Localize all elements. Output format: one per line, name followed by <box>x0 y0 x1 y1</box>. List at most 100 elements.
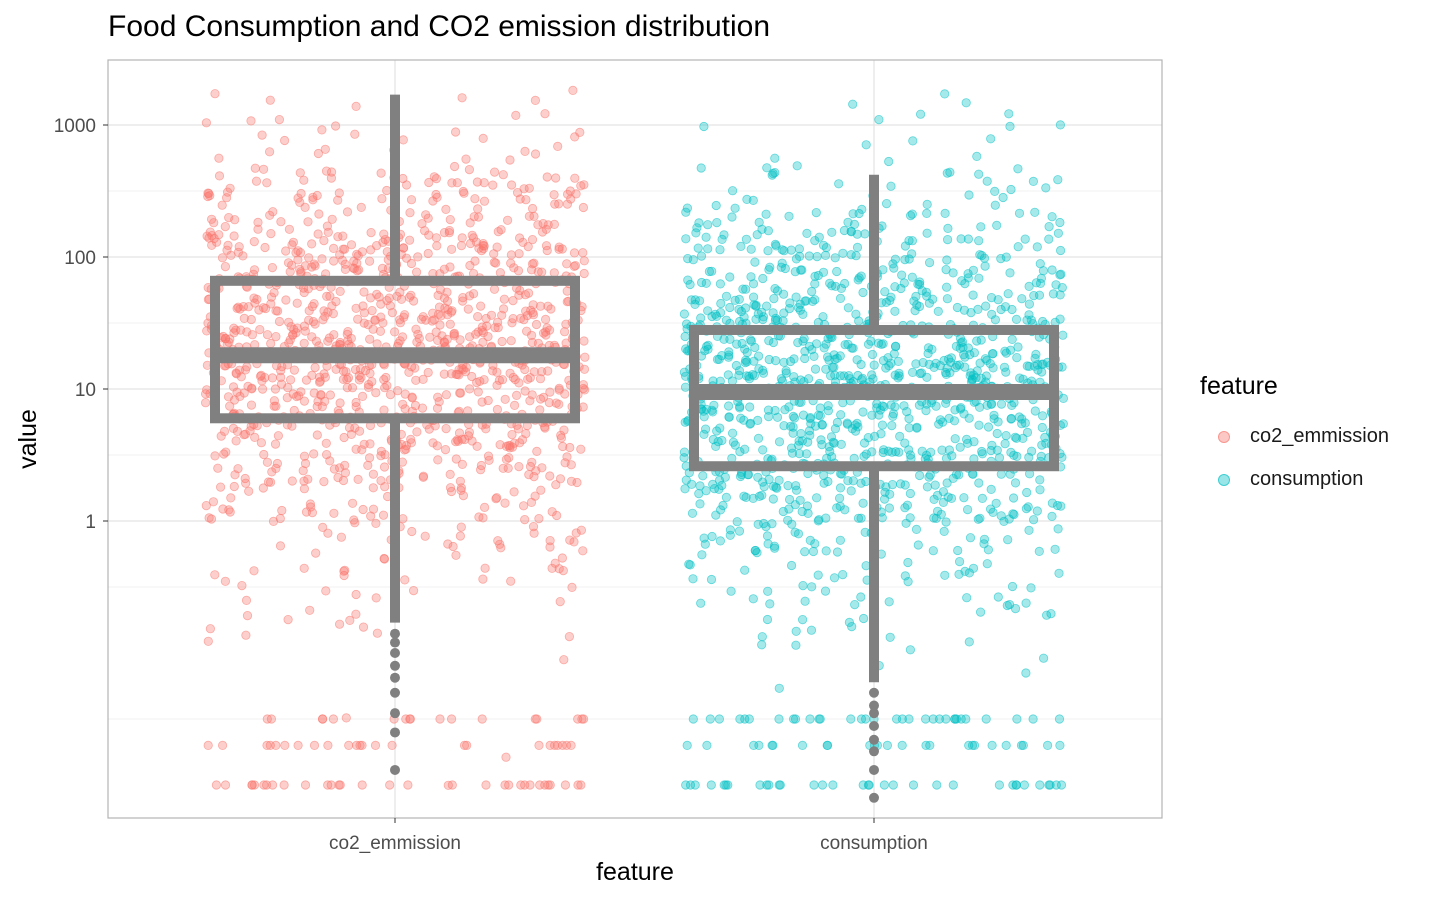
jitter-point <box>774 780 784 790</box>
jitter-point <box>798 580 808 591</box>
jitter-point <box>810 421 821 431</box>
jitter-point <box>883 446 894 456</box>
outlier-point <box>869 700 879 711</box>
jitter-point <box>283 317 294 327</box>
jitter-point <box>941 714 951 724</box>
jitter-point <box>879 780 890 790</box>
jitter-point <box>762 531 773 541</box>
jitter-point <box>266 229 276 239</box>
jitter-point <box>735 401 745 412</box>
jitter-point <box>931 401 941 411</box>
jitter-point <box>509 263 519 273</box>
jitter-point <box>515 313 526 323</box>
jitter-point <box>556 430 566 440</box>
jitter-point <box>576 525 587 535</box>
jitter-point <box>280 740 290 751</box>
jitter-point <box>1001 430 1011 441</box>
outlier-point <box>390 660 400 671</box>
jitter-point <box>854 273 864 283</box>
jitter-point <box>344 740 354 751</box>
jitter-point <box>1013 342 1023 352</box>
jitter-point <box>509 487 519 497</box>
jitter-point <box>279 780 289 790</box>
jitter-point <box>994 780 1005 790</box>
jitter-point <box>299 338 309 348</box>
jitter-point <box>1002 600 1012 611</box>
jitter-point <box>925 740 935 751</box>
jitter-point <box>990 200 1000 210</box>
jitter-point <box>379 229 389 239</box>
jitter-point <box>323 780 333 790</box>
jitter-point <box>508 313 518 324</box>
jitter-point <box>328 243 339 253</box>
jitter-point <box>322 221 332 231</box>
jitter-point <box>478 327 488 338</box>
jitter-point <box>814 515 824 525</box>
jitter-point <box>808 546 819 557</box>
jitter-point <box>753 472 763 482</box>
jitter-point <box>928 546 938 556</box>
jitter-point <box>1051 780 1061 790</box>
jitter-point <box>319 476 329 487</box>
jitter-point <box>577 714 587 724</box>
jitter-point <box>979 253 990 263</box>
jitter-point <box>464 384 475 394</box>
jitter-point <box>551 480 561 490</box>
legend-label-co2: co2_emmission <box>1250 425 1389 447</box>
jitter-point <box>527 337 537 348</box>
jitter-point <box>881 199 892 209</box>
jitter-point <box>363 460 373 470</box>
jitter-point <box>786 245 796 255</box>
jitter-point <box>535 374 546 384</box>
jitter-point <box>452 178 462 188</box>
jitter-point <box>974 478 984 488</box>
jitter-point <box>701 232 711 242</box>
jitter-point <box>891 447 901 457</box>
chart-title: Food Consumption and CO2 emission distri… <box>108 10 771 43</box>
jitter-point <box>703 340 713 350</box>
jitter-point <box>700 539 710 549</box>
jitter-point <box>214 171 225 181</box>
jitter-point <box>282 393 292 403</box>
jitter-point <box>955 442 965 452</box>
jitter-point <box>928 714 938 724</box>
jitter-point <box>564 631 575 642</box>
jitter-point <box>1055 314 1065 324</box>
outlier-point <box>869 720 879 731</box>
jitter-point <box>967 740 978 751</box>
jitter-point <box>981 301 991 311</box>
jitter-point <box>1001 740 1011 751</box>
jitter-point <box>535 780 545 790</box>
jitter-point <box>492 317 503 327</box>
jitter-point <box>534 740 544 751</box>
jitter-point <box>838 569 848 580</box>
jitter-point <box>908 780 919 790</box>
jitter-point <box>902 500 913 510</box>
jitter-point <box>806 625 817 635</box>
jitter-point <box>1047 511 1057 522</box>
jitter-point <box>761 209 771 219</box>
jitter-point <box>768 740 778 751</box>
jitter-point <box>331 364 341 374</box>
jitter-point <box>323 528 333 538</box>
jitter-point <box>941 398 951 408</box>
jitter-point <box>829 362 839 372</box>
jitter-point <box>328 308 338 319</box>
jitter-point <box>432 241 442 251</box>
jitter-point <box>944 445 955 455</box>
jitter-point <box>205 624 215 634</box>
jitter-point <box>681 780 691 790</box>
jitter-point <box>900 571 910 581</box>
jitter-point <box>454 365 464 375</box>
jitter-point <box>492 404 502 415</box>
jitter-point <box>478 513 488 523</box>
jitter-point <box>701 278 711 288</box>
jitter-point <box>310 362 320 373</box>
jitter-point <box>735 447 745 457</box>
jitter-point <box>350 423 360 433</box>
jitter-point <box>713 436 723 447</box>
jitter-point <box>800 296 810 306</box>
jitter-point <box>299 476 309 486</box>
jitter-point <box>732 517 742 527</box>
jitter-point <box>839 225 850 236</box>
